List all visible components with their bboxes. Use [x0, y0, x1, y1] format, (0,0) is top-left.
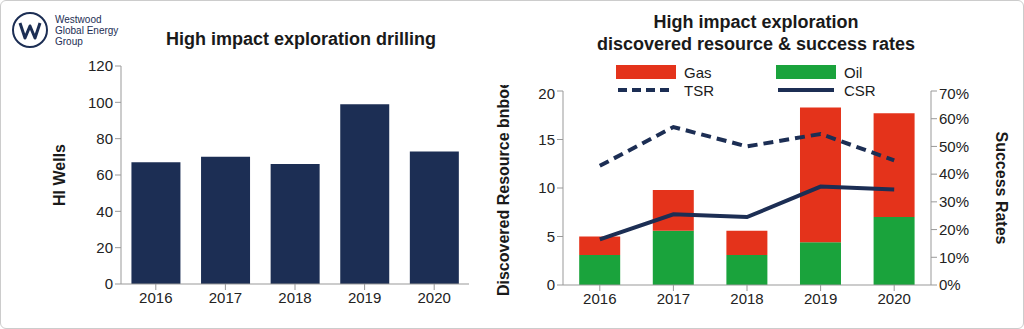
svg-text:40: 40 [96, 203, 113, 220]
html-text:Gas: Gas [684, 63, 712, 81]
html-text:Group: Group [55, 35, 83, 47]
svg-text:2017: 2017 [209, 289, 242, 306]
svg-text:2020: 2020 [418, 289, 451, 306]
svg-text:30%: 30% [939, 193, 969, 210]
html-text:Westwood: Westwood [55, 13, 102, 25]
svg-text:70%: 70% [939, 85, 969, 102]
html-text:Global Energy: Global Energy [55, 24, 119, 36]
svg-text:120: 120 [88, 57, 113, 74]
svg-text:2019: 2019 [348, 289, 381, 306]
svg-text:Discovered Resource bnboe: Discovered Resource bnboe [496, 85, 512, 296]
svg-text:0%: 0% [939, 276, 961, 293]
svg-text:0: 0 [105, 275, 113, 292]
html-text:CSR: CSR [844, 81, 876, 99]
svg-text:40%: 40% [939, 165, 969, 182]
svg-text:100: 100 [88, 94, 113, 111]
svg-text:2020: 2020 [878, 290, 911, 307]
svg-text:Success Rates: Success Rates [993, 132, 1010, 245]
svg-text:15: 15 [538, 131, 555, 148]
html-text:Oil: Oil [844, 63, 863, 81]
svg-text:60: 60 [96, 166, 113, 183]
svg-text:2016: 2016 [583, 290, 616, 307]
svg-text:50%: 50% [939, 138, 969, 155]
svg-text:2016: 2016 [139, 289, 172, 306]
svg-text:20: 20 [538, 85, 555, 102]
svg-text:80: 80 [96, 130, 113, 147]
svg-text:0: 0 [547, 276, 555, 293]
svg-text:10: 10 [538, 179, 555, 196]
html-text:discovered resource & success: discovered resource & success rates [596, 34, 916, 54]
html-text:High impact exploration drilli: High impact exploration drilling [166, 29, 436, 49]
svg-text:10%: 10% [939, 249, 969, 266]
svg-text:20: 20 [96, 239, 113, 256]
html-text:High impact exploration: High impact exploration [653, 12, 859, 32]
svg-text:2018: 2018 [730, 290, 763, 307]
svg-text:2017: 2017 [657, 290, 690, 307]
svg-text:HI Wells: HI Wells [51, 144, 68, 206]
svg-text:20%: 20% [939, 221, 969, 238]
svg-text:5: 5 [547, 228, 555, 245]
html-text:TSR: TSR [684, 81, 714, 99]
svg-text:60%: 60% [939, 110, 969, 127]
svg-text:2019: 2019 [804, 290, 837, 307]
svg-text:2018: 2018 [278, 289, 311, 306]
